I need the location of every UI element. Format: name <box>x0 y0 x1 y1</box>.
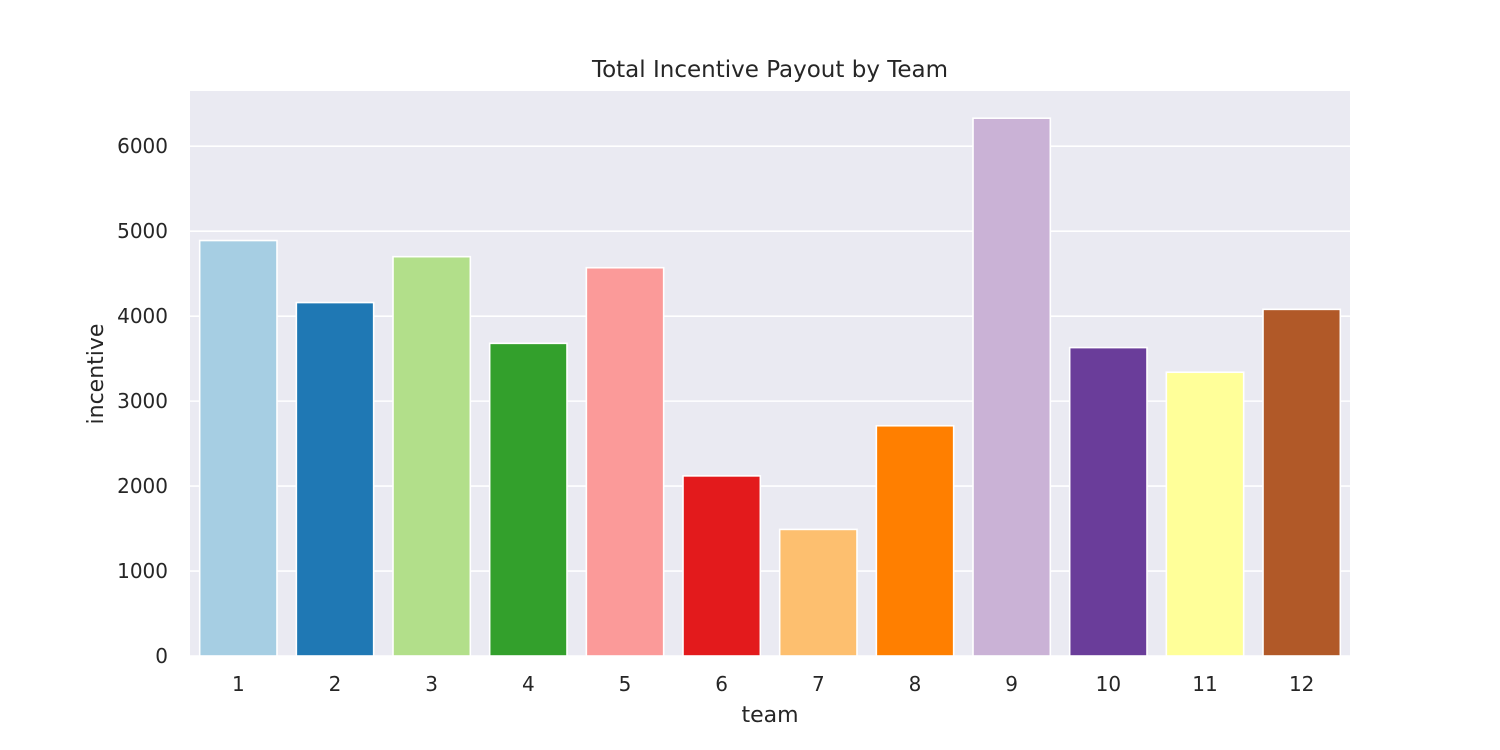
plot-area-background <box>190 91 1350 656</box>
x-tick-label: 2 <box>329 672 342 696</box>
x-axis-ticks: 1 2 3 4 5 6 7 8 9 10 11 12 <box>232 672 1314 696</box>
bar-team-9 <box>972 117 1052 657</box>
y-tick-label: 1000 <box>117 559 168 583</box>
y-tick-label: 2000 <box>117 474 168 498</box>
bar-team-12 <box>1262 308 1342 657</box>
y-tick-label: 5000 <box>117 219 168 243</box>
x-tick-label: 4 <box>522 672 535 696</box>
x-axis-label: team <box>741 703 798 728</box>
bar-team-5 <box>585 266 665 657</box>
x-tick-label: 12 <box>1289 672 1314 696</box>
bar-team-1 <box>198 239 278 657</box>
y-axis-label: incentive <box>84 324 109 425</box>
bar-team-2 <box>295 301 375 657</box>
bar-team-10 <box>1068 346 1148 657</box>
chart-title: Total Incentive Payout by Team <box>591 57 948 83</box>
bar-team-3 <box>392 255 472 657</box>
bar-team-11 <box>1165 371 1245 657</box>
y-tick-label: 6000 <box>117 134 168 158</box>
y-axis-ticks: 0 1000 2000 3000 4000 5000 6000 <box>117 134 168 668</box>
x-tick-label: 5 <box>619 672 632 696</box>
x-tick-label: 6 <box>715 672 728 696</box>
bar-team-4 <box>488 342 568 657</box>
bar-team-6 <box>682 475 762 657</box>
bar-team-8 <box>875 424 955 657</box>
x-tick-label: 3 <box>425 672 438 696</box>
bar-team-7 <box>778 528 858 657</box>
x-tick-label: 11 <box>1192 672 1217 696</box>
y-tick-label: 0 <box>155 644 168 668</box>
x-tick-label: 10 <box>1096 672 1121 696</box>
gridlines <box>190 145 1350 657</box>
x-tick-label: 7 <box>812 672 825 696</box>
x-tick-label: 1 <box>232 672 245 696</box>
x-tick-label: 9 <box>1005 672 1018 696</box>
bars <box>198 117 1342 657</box>
x-tick-label: 8 <box>909 672 922 696</box>
y-tick-label: 4000 <box>117 304 168 328</box>
y-tick-label: 3000 <box>117 389 168 413</box>
